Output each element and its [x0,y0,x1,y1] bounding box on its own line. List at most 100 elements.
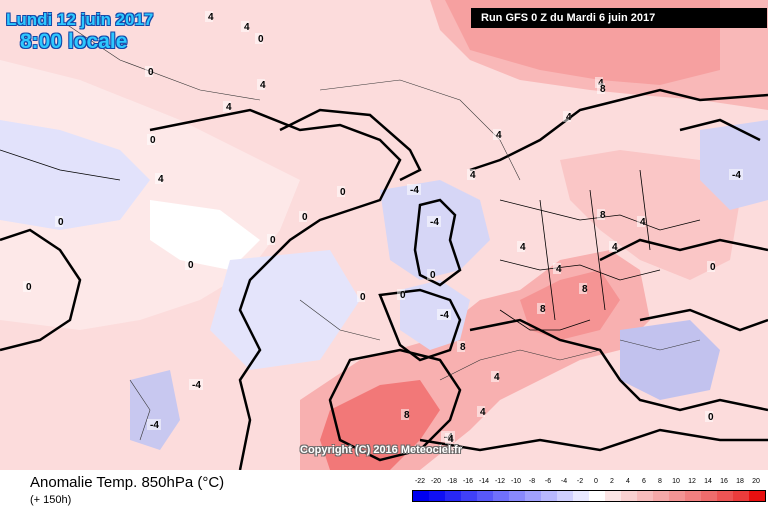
contour-label: 0 [270,235,276,246]
contour-label-bg [491,371,499,382]
contour-label: 0 [708,412,714,423]
legend-swatch [733,491,749,501]
contour-line [319,79,521,181]
legend-swatch [589,491,605,501]
contour-label: 0 [58,217,64,228]
contour-label: 4 [496,130,502,141]
contour-label-bg [267,234,275,245]
contour-label: 4 [520,242,526,253]
contour-label-bg [493,129,501,140]
legend-tick-label: -14 [478,478,490,485]
legend-swatch [413,491,429,501]
legend-tick-label: -8 [528,478,536,485]
legend-swatch [653,491,669,501]
legend-tick-label: 4 [626,478,630,485]
barents-coast [679,118,761,142]
contour-label: 4 [208,12,214,23]
contour-label-bg [241,21,249,32]
contour-label: -4 [440,310,449,321]
contour-label-bg [205,11,213,22]
contour-label: 8 [540,304,546,315]
legend-swatch [461,491,477,501]
temperature-anomaly-map: 00000000000044444444444-4-4-4-4-4-488888… [0,0,768,470]
mediterranean-north-coast [469,318,768,412]
contour-label-bg [579,283,587,294]
legend-swatch [445,491,461,501]
contour-label: 4 [244,22,250,33]
coastlines [0,88,768,470]
warm-region-central-core [520,270,620,340]
contour-label-bg [397,289,405,300]
contour-label: -4 [430,217,439,228]
britain-coast [413,198,462,287]
legend-swatch [525,491,541,501]
contour-label: 0 [150,135,156,146]
contour-label-bg [609,241,617,252]
contour-label: -4 [150,420,159,431]
contour-label: 4 [480,407,486,418]
contour-label-bg [537,303,545,314]
contour-label-bg [427,269,435,280]
contour-label-bg [255,33,263,44]
legend-swatch [717,491,733,501]
black-sea-coast [599,238,768,262]
contour-label-bg [223,101,231,112]
warm-region-iberia-core [320,380,440,470]
france-coast [378,288,462,362]
contour-label-bg [563,111,571,122]
contour-label-bg [407,184,421,195]
legend-swatch [605,491,621,501]
contour-label-bg [257,79,265,90]
map-canvas: 00000000000044444444444-4-4-4-4-4-488888… [0,0,768,470]
contour-label: 0 [148,67,154,78]
legend-tick-label: -2 [576,478,584,485]
contour-label-bg [185,259,193,270]
contour-label: 4 [494,372,500,383]
legend-tick-label: -22 [414,478,426,485]
contour-line [619,339,701,351]
contour-label-bg [707,261,715,272]
contour-label: 0 [400,290,406,301]
contour-label-bg [145,66,153,77]
contour-label: 0 [258,34,264,45]
legend-swatch [637,491,653,501]
contour-label-bg [299,211,307,222]
contour-label: 8 [600,84,606,95]
contour-label: 0 [710,262,716,273]
contour-label: 8 [600,210,606,221]
contour-label-bg [597,209,605,220]
contour-label: 4 [260,80,266,91]
legend-tick-label: -12 [494,478,506,485]
legend-swatch [701,491,717,501]
cold-region-france [400,280,470,350]
copyright-text: Copyright (C) 2016 Meteociel.fr [300,444,462,456]
anatolia-coast [639,308,768,332]
contour-label-bg [23,281,31,292]
border-poland [589,189,606,311]
contour-label: 0 [26,282,32,293]
legend-tick-label: -20 [430,478,442,485]
contour-label: -4 [732,170,741,181]
contour-label-bg [155,173,163,184]
legend-tick-label: -10 [510,478,522,485]
border-alps [499,309,591,331]
map-footer: Anomalie Temp. 850hPa (°C) (+ 150h) -22-… [0,470,768,512]
contour-label: 4 [612,242,618,253]
contour-label: 4 [226,102,232,113]
contour-label-bg [147,419,161,430]
cold-region-south-atlantic [130,370,180,450]
contour-label: -4 [410,185,419,196]
contour-label-bg [477,406,485,417]
contour-label-bg [147,134,155,145]
africa-coast [419,428,768,452]
contour-label: 4 [556,264,562,275]
contour-line [59,19,261,101]
legend-tick-label: -6 [544,478,552,485]
legend-swatch [477,491,493,501]
map-title: Anomalie Temp. 850hPa (°C) [30,474,225,491]
cold-region-russia [700,120,768,210]
forecast-time: 8:00 locale [20,30,128,53]
run-info-banner: Run GFS 0 Z du Mardi 6 juin 2017 [471,8,767,28]
contour-line [299,299,381,341]
